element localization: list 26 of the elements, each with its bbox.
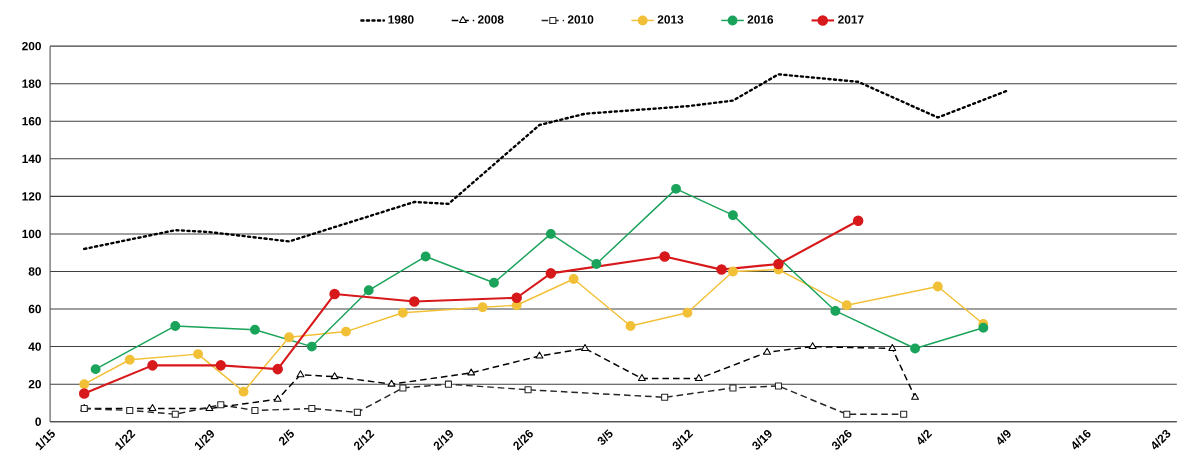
- x-tick-label: 2/5: [278, 428, 294, 446]
- y-tick-label: 160: [22, 116, 41, 126]
- x-tick-label: 4/23: [1151, 429, 1171, 450]
- y-tick-label: 120: [22, 191, 41, 201]
- y-tick-label: 60: [28, 304, 41, 314]
- y-tick-label: 180: [22, 79, 41, 88]
- y-tick-label: 100: [22, 229, 41, 238]
- legend-label: 1980: [388, 15, 414, 24]
- y-tick-label: 20: [28, 379, 41, 389]
- x-tick-label: 3/5: [597, 428, 613, 445]
- y-tick-label: 140: [22, 154, 41, 163]
- legend-label: 2010: [567, 15, 594, 24]
- y-tick-label: 0: [35, 417, 41, 426]
- legend-label: 2016: [747, 15, 774, 24]
- x-tick-label: 3/26: [831, 429, 852, 450]
- x-tick-label: 3/19: [752, 429, 772, 450]
- legend-label: 2013: [657, 15, 684, 24]
- legend-label: 2017: [838, 15, 864, 24]
- x-tick-label: 4/2: [917, 429, 933, 445]
- y-tick-label: 200: [22, 41, 41, 51]
- y-tick-label: 80: [28, 267, 41, 276]
- y-tick-label: 40: [28, 342, 41, 351]
- x-tick-label: 1/29: [194, 429, 214, 450]
- x-tick-label: 4/16: [1072, 429, 1091, 450]
- legend-label: 2008: [477, 15, 504, 24]
- x-tick-label: 4/9: [997, 429, 1011, 445]
